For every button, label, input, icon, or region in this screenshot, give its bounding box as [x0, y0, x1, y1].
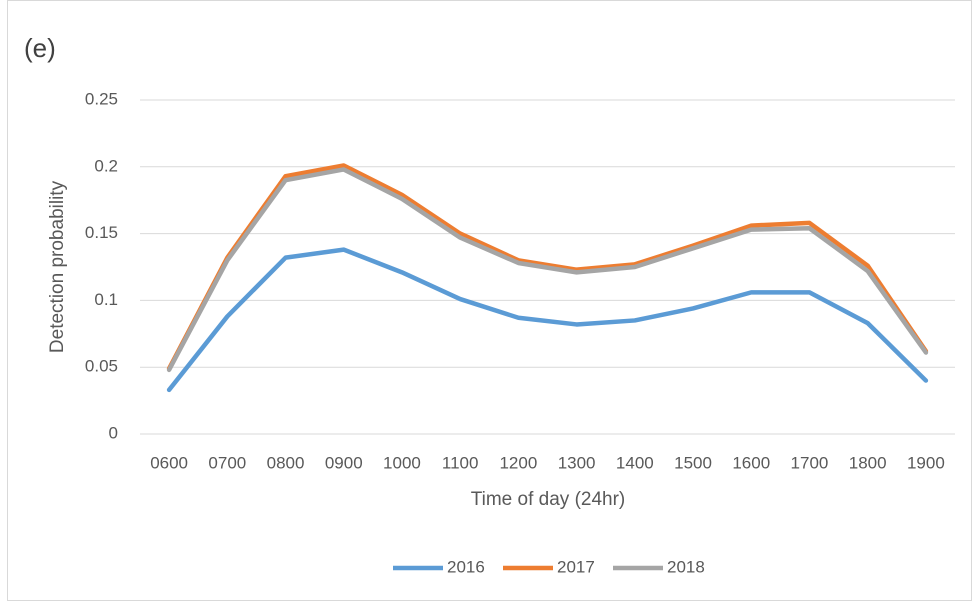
x-tick-label: 0900 [325, 453, 363, 472]
x-tick-label: 0600 [150, 453, 188, 472]
chart-title: (e) [24, 33, 56, 63]
line-series [166, 167, 929, 373]
x-tick-label: 1700 [791, 453, 829, 472]
y-tick-label: 0.2 [94, 156, 118, 175]
legend-label: 2017 [557, 557, 595, 576]
x-tick-label: 1400 [616, 453, 654, 472]
x-tick-label: 0700 [208, 453, 246, 472]
y-tick-label: 0.25 [85, 89, 118, 108]
x-tick-label: 1900 [907, 453, 945, 472]
x-tick-label: 1800 [849, 453, 887, 472]
legend-label: 2018 [667, 557, 705, 576]
y-tick-label: 0.1 [94, 290, 118, 309]
x-tick-label: 1500 [674, 453, 712, 472]
x-tick-label: 1000 [383, 453, 421, 472]
y-tick-label: 0 [109, 423, 118, 442]
x-tick-label: 1600 [732, 453, 770, 472]
x-tick-label: 1100 [442, 453, 479, 472]
x-axis-label: Time of day (24hr) [471, 489, 626, 510]
x-tick-label: 1200 [499, 453, 537, 472]
line-series [166, 247, 929, 393]
y-axis-label: Detection probability [47, 180, 68, 353]
y-tick-label: 0.15 [85, 223, 118, 242]
x-tick-label: 1300 [558, 453, 596, 472]
line-series [166, 163, 929, 371]
legend-label: 2016 [447, 557, 485, 576]
x-tick-label: 0800 [267, 453, 305, 472]
y-tick-label: 0.05 [85, 357, 118, 376]
